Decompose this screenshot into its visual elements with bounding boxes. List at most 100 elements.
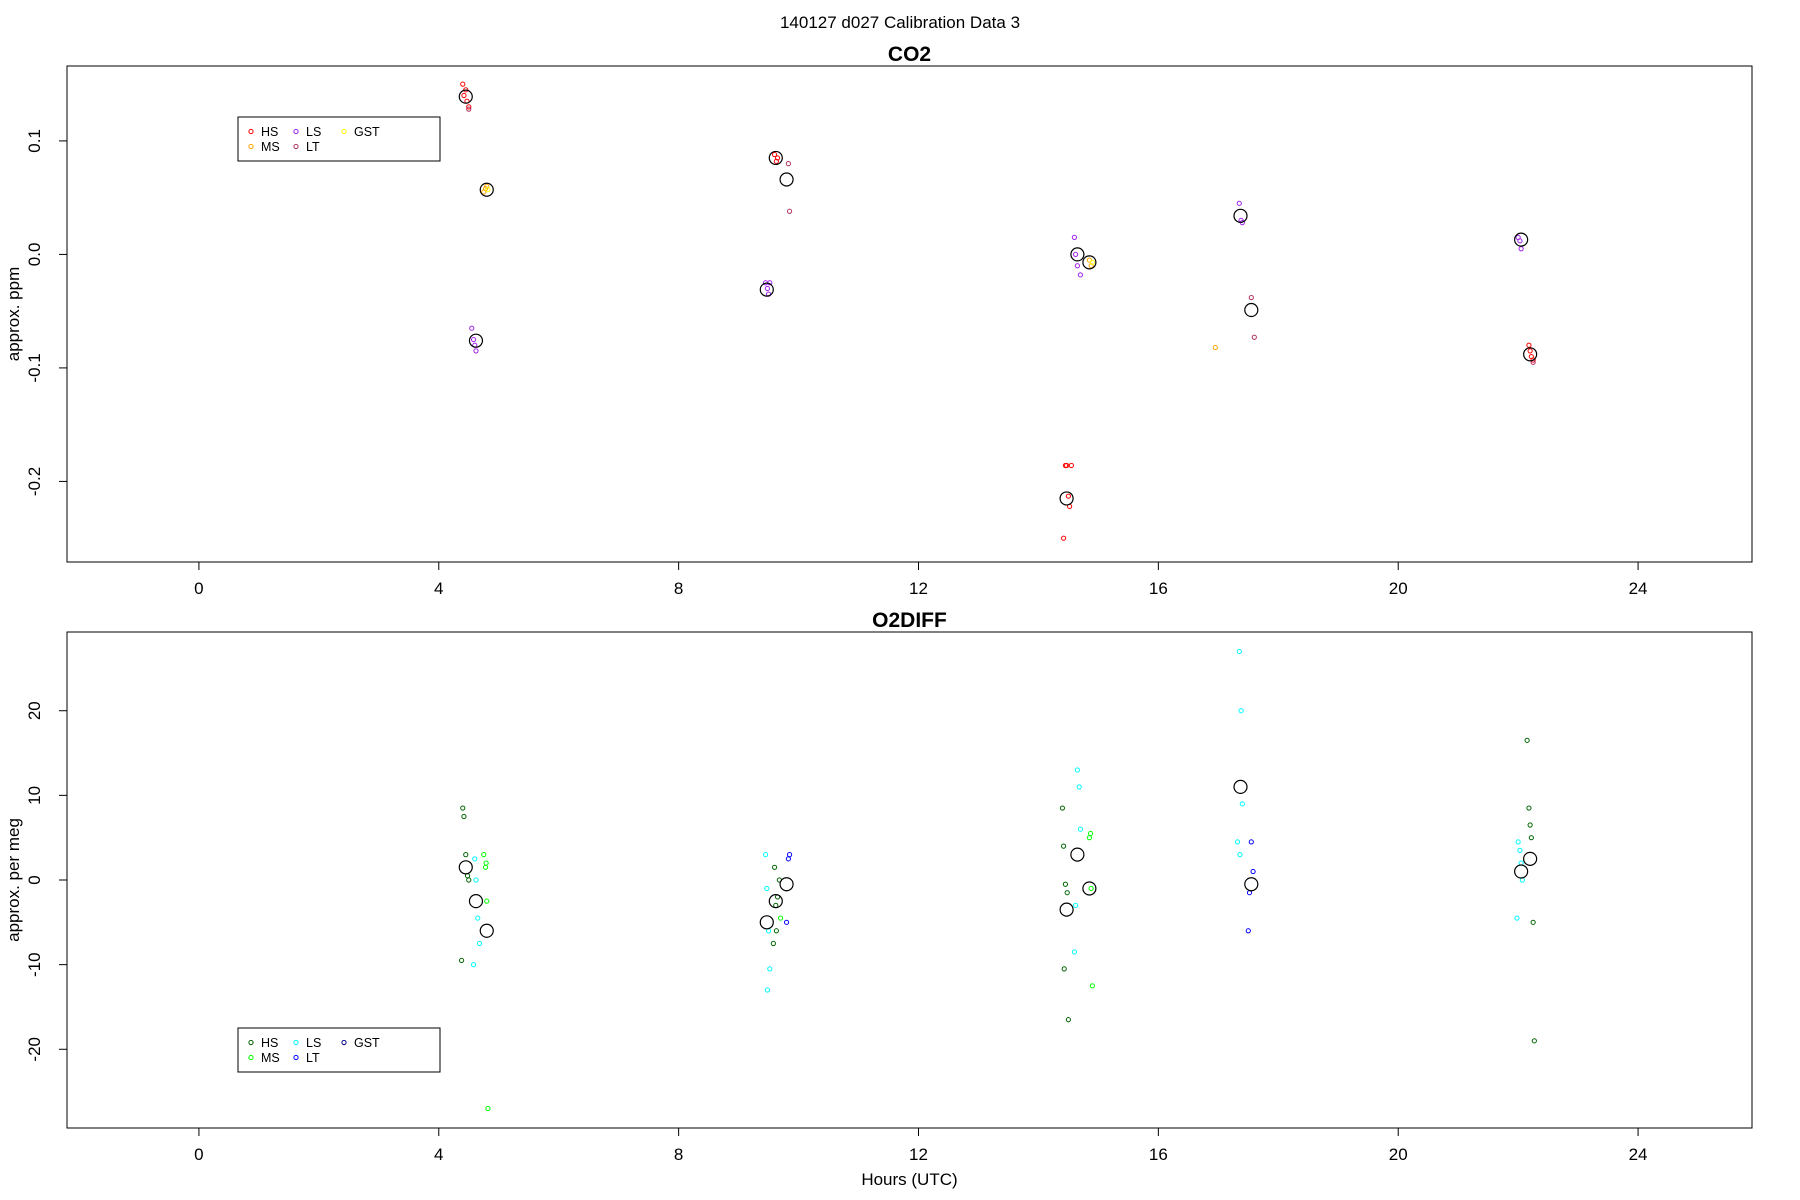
co2-point-mean xyxy=(768,150,783,166)
co2-point-hs xyxy=(1068,462,1075,469)
o2diff-point-ls xyxy=(764,885,770,892)
co2-point-mean xyxy=(1523,347,1538,362)
o2diff-point-ms xyxy=(1087,830,1094,837)
o2diff-point-hs xyxy=(771,864,778,870)
co2-point-hs xyxy=(460,81,466,87)
co2-point-mean xyxy=(479,182,494,197)
o2diff-point-ls xyxy=(1074,767,1081,773)
o2diff-point-lt xyxy=(1250,868,1256,875)
co2-point-hs xyxy=(774,155,781,161)
o2diff-point-lt xyxy=(785,856,791,862)
o2diff-point-ls xyxy=(1076,784,1082,790)
co2-legend-marker xyxy=(248,128,254,135)
co2-legend-marker xyxy=(293,128,299,135)
co2-legend-label: LS xyxy=(306,125,321,139)
co2-y-tick-label: 0.1 xyxy=(25,129,44,153)
o2diff-legend-box xyxy=(237,1027,441,1073)
o2diff-y-tick-label: 0 xyxy=(25,875,44,884)
o2diff-x-tick-label: 0 xyxy=(194,1145,203,1164)
co2-legend-label: GST xyxy=(354,125,380,139)
o2diff-legend-label: GST xyxy=(354,1036,380,1050)
o2diff-point-hs xyxy=(1061,843,1067,849)
o2diff-point-ls xyxy=(476,940,483,947)
co2-point-hs xyxy=(1527,348,1533,354)
o2diff-point-ls xyxy=(1515,839,1521,845)
co2-x-tick-label: 20 xyxy=(1389,579,1408,598)
o2diff-legend-marker xyxy=(293,1039,299,1046)
o2diff-point-hs xyxy=(770,940,776,947)
o2diff-point-mean xyxy=(1244,877,1259,892)
o2diff-legend-label: LS xyxy=(306,1036,321,1050)
o2diff-point-lt xyxy=(1245,928,1251,934)
co2-point-ls xyxy=(1071,234,1078,240)
co2-point-ls xyxy=(764,285,770,292)
o2diff-point-hs xyxy=(463,852,469,858)
co2-point-mean xyxy=(1082,255,1097,270)
o2diff-point-hs xyxy=(460,805,466,811)
co2-x-tick-label: 8 xyxy=(674,579,683,598)
o2diff-point-hs xyxy=(1528,835,1534,841)
co2-legend-label: LT xyxy=(306,140,320,154)
co2-point-mean xyxy=(1059,491,1074,506)
o2diff-x-tick-label: 12 xyxy=(909,1145,928,1164)
co2-point-ls xyxy=(1236,200,1242,206)
o2diff-point-ms xyxy=(1089,983,1095,989)
o2diff-point-ls xyxy=(1077,826,1083,832)
o2diff-point-mean xyxy=(468,894,484,909)
o2diff-point-hs xyxy=(1530,919,1536,925)
co2-point-mean xyxy=(759,282,774,297)
o2diff-x-tick-label: 24 xyxy=(1629,1145,1648,1164)
co2-point-lt xyxy=(1251,334,1257,340)
o2diff-point-ls xyxy=(1239,801,1245,807)
co2-point-hs xyxy=(1526,342,1532,348)
o2diff-point-mean xyxy=(1082,881,1097,896)
o2diff-point-hs xyxy=(1524,737,1530,743)
co2-x-tick-label: 16 xyxy=(1149,579,1168,598)
o2diff-point-mean xyxy=(1523,851,1538,866)
o2diff-point-hs xyxy=(458,957,465,964)
o2diff-point-hs xyxy=(461,813,467,820)
o2diff-point-hs xyxy=(466,877,472,883)
o2diff-point-ls xyxy=(1236,648,1242,655)
o2diff-point-ls xyxy=(767,966,773,972)
co2-point-lt xyxy=(785,161,791,167)
co2-point-ms xyxy=(1212,344,1218,351)
o2diff-panel-title: O2DIFF xyxy=(872,609,947,632)
co2-legend-marker xyxy=(341,128,347,135)
co2-legend-label: HS xyxy=(261,125,278,139)
o2diff-point-ms xyxy=(777,915,784,921)
o2diff-x-axis-title: Hours (UTC) xyxy=(861,1170,957,1189)
o2diff-point-ms xyxy=(485,1105,491,1112)
co2-point-hs xyxy=(771,151,778,158)
co2-legend-label: MS xyxy=(261,140,280,154)
o2diff-point-hs xyxy=(1526,805,1532,811)
o2diff-point-mean xyxy=(768,894,783,909)
o2diff-point-ls xyxy=(1073,902,1079,908)
o2diff-point-hs xyxy=(1061,966,1067,972)
o2diff-x-tick-label: 4 xyxy=(434,1145,443,1164)
o2diff-point-ms xyxy=(1086,835,1092,841)
o2diff-x-tick-label: 8 xyxy=(674,1145,683,1164)
co2-legend-marker xyxy=(293,143,299,150)
o2diff-legend-marker xyxy=(293,1054,299,1061)
o2diff-point-ls xyxy=(1514,915,1520,921)
o2diff-legend-marker xyxy=(248,1039,254,1046)
co2-point-hs xyxy=(1064,462,1070,469)
o2diff-point-lt xyxy=(1248,839,1254,845)
o2diff-point-ls xyxy=(762,852,769,858)
o2diff-point-hs xyxy=(773,902,779,908)
o2diff-legend-marker xyxy=(341,1039,347,1046)
o2diff-point-lt xyxy=(783,919,790,925)
co2-point-mean xyxy=(1233,208,1248,223)
o2diff-point-ls xyxy=(1237,852,1243,858)
o2diff-point-hs xyxy=(1064,890,1070,896)
co2-point-lt xyxy=(1248,294,1254,301)
co2-panel-title: CO2 xyxy=(888,43,931,66)
figure-title: 140127 d027 Calibration Data 3 xyxy=(780,13,1020,32)
o2diff-panel: O2DIFF 0 4 8 12 16 20 24 -20 -10 0 10 20 approx. per … xyxy=(4,609,1753,1189)
o2diff-y-tick-label: -10 xyxy=(25,952,44,977)
o2diff-point-mean xyxy=(1070,847,1085,862)
